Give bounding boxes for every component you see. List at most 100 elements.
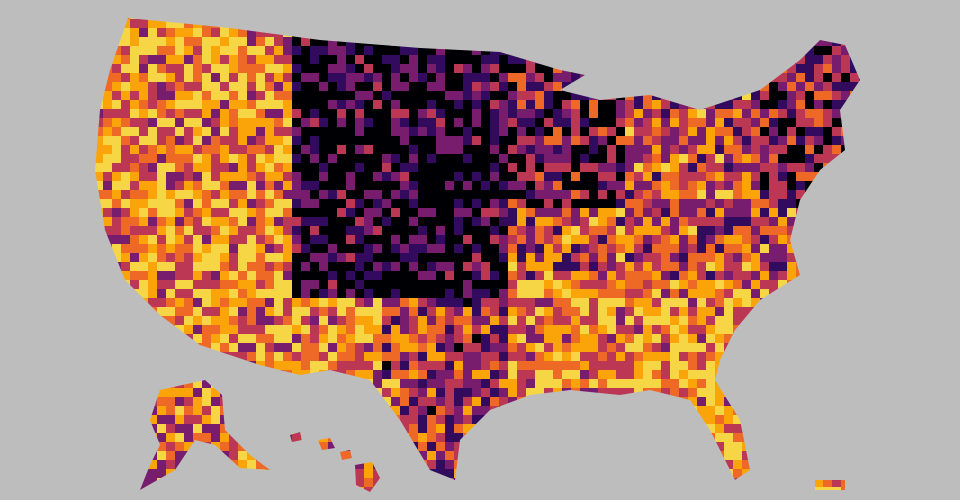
- county-cell: [139, 208, 148, 217]
- county-cell: [283, 154, 292, 163]
- county-cell: [517, 406, 526, 415]
- county-cell: [868, 433, 877, 442]
- county-cell: [130, 253, 139, 262]
- county-cell: [634, 307, 643, 316]
- county-cell: [499, 325, 508, 334]
- county-cell: [301, 397, 310, 406]
- county-cell: [868, 370, 877, 379]
- county-cell: [760, 226, 769, 235]
- county-cell: [580, 289, 589, 298]
- county-cell: [661, 100, 670, 109]
- county-cell: [373, 118, 382, 127]
- county-cell: [580, 244, 589, 253]
- county-cell: [382, 271, 391, 280]
- county-cell: [508, 154, 517, 163]
- county-cell: [868, 10, 877, 19]
- county-cell: [229, 109, 238, 118]
- county-cell: [139, 199, 148, 208]
- county-cell: [706, 478, 715, 487]
- county-cell: [706, 46, 715, 55]
- county-cell: [229, 307, 238, 316]
- county-cell: [238, 343, 247, 352]
- county-cell: [184, 415, 193, 424]
- county-cell: [688, 478, 697, 487]
- county-cell: [526, 334, 535, 343]
- county-cell: [814, 334, 823, 343]
- county-cell: [175, 199, 184, 208]
- county-cell: [220, 154, 229, 163]
- county-cell: [499, 334, 508, 343]
- county-cell: [95, 28, 103, 37]
- county-cell: [796, 433, 805, 442]
- county-cell: [409, 487, 418, 492]
- county-cell: [265, 18, 274, 19]
- county-cell: [859, 478, 860, 487]
- county-cell: [535, 55, 544, 64]
- county-cell: [265, 460, 274, 469]
- county-cell: [319, 397, 328, 406]
- county-cell: [571, 208, 580, 217]
- county-cell: [364, 73, 373, 82]
- county-cell: [652, 325, 661, 334]
- county-cell: [382, 253, 391, 262]
- county-cell: [616, 226, 625, 235]
- county-cell: [328, 19, 337, 28]
- county-cell: [319, 487, 328, 492]
- county-cell: [850, 190, 859, 199]
- county-cell: [391, 181, 400, 190]
- county-cell: [95, 343, 103, 352]
- county-cell: [868, 82, 877, 91]
- county-cell: [166, 325, 175, 334]
- county-cell: [823, 127, 832, 136]
- county-cell: [544, 289, 553, 298]
- county-cell: [409, 37, 418, 46]
- county-cell: [112, 334, 121, 343]
- county-cell: [220, 235, 229, 244]
- county-cell: [472, 235, 481, 244]
- county-cell: [472, 361, 481, 370]
- county-cell: [508, 172, 517, 181]
- county-cell: [337, 46, 346, 55]
- county-cell: [292, 91, 301, 100]
- county-cell: [373, 235, 382, 244]
- county-cell: [769, 91, 778, 100]
- county-cell: [400, 244, 409, 253]
- county-cell: [418, 316, 427, 325]
- county-cell: [355, 109, 364, 118]
- county-cell: [310, 91, 319, 100]
- county-cell: [634, 289, 643, 298]
- county-cell: [85, 388, 94, 397]
- county-cell: [490, 154, 499, 163]
- county-cell: [274, 325, 283, 334]
- county-cell: [166, 469, 175, 478]
- county-cell: [823, 289, 832, 298]
- county-cell: [202, 370, 211, 379]
- county-cell: [652, 370, 661, 379]
- county-cell: [427, 109, 436, 118]
- county-cell: [841, 18, 850, 19]
- county-cell: [211, 18, 220, 19]
- county-cell: [220, 352, 229, 361]
- county-cell: [238, 217, 247, 226]
- county-cell: [85, 208, 94, 217]
- county-cell: [373, 190, 382, 199]
- county-cell: [310, 406, 319, 415]
- county-cell: [211, 469, 220, 478]
- county-cell: [553, 244, 562, 253]
- county-cell: [364, 100, 373, 109]
- county-cell: [400, 478, 409, 487]
- county-cell: [679, 136, 688, 145]
- county-cell: [310, 370, 319, 379]
- county-cell: [391, 415, 400, 424]
- county-cell: [463, 18, 472, 19]
- county-cell: [103, 118, 112, 127]
- county-cell: [328, 262, 337, 271]
- county-cell: [409, 253, 418, 262]
- county-cell: [445, 55, 454, 64]
- county-cell: [697, 388, 706, 397]
- county-cell: [553, 307, 562, 316]
- county-cell: [832, 469, 841, 478]
- county-cell: [634, 496, 643, 500]
- county-cell: [463, 352, 472, 361]
- county-cell: [607, 271, 616, 280]
